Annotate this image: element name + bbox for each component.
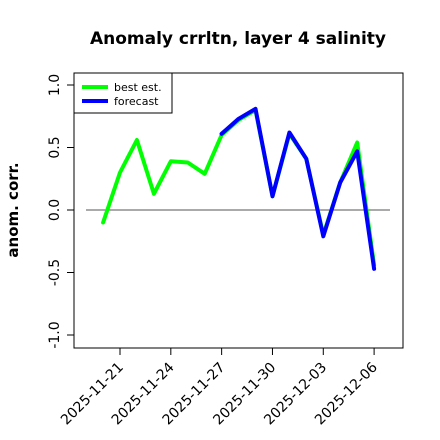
- series-line-forecast: [219, 106, 377, 271]
- y-tick-label: 0.0: [47, 199, 63, 221]
- y-axis-label: anom. corr.: [4, 162, 22, 257]
- series-line-best-est: [101, 108, 377, 267]
- legend-label-best-est: best est.: [114, 81, 162, 94]
- chart-title: Anomaly crrltn, layer 4 salinity: [90, 29, 386, 49]
- legend-box: [73, 72, 173, 114]
- y-tick-label: 1.0: [47, 74, 63, 96]
- y-tick-label: -0.5: [47, 259, 63, 286]
- legend: best est. forecast: [73, 72, 173, 114]
- y-tick-label: -1.0: [47, 321, 63, 348]
- y-tick-label: 0.5: [47, 136, 63, 158]
- legend-label-forecast: forecast: [114, 95, 159, 108]
